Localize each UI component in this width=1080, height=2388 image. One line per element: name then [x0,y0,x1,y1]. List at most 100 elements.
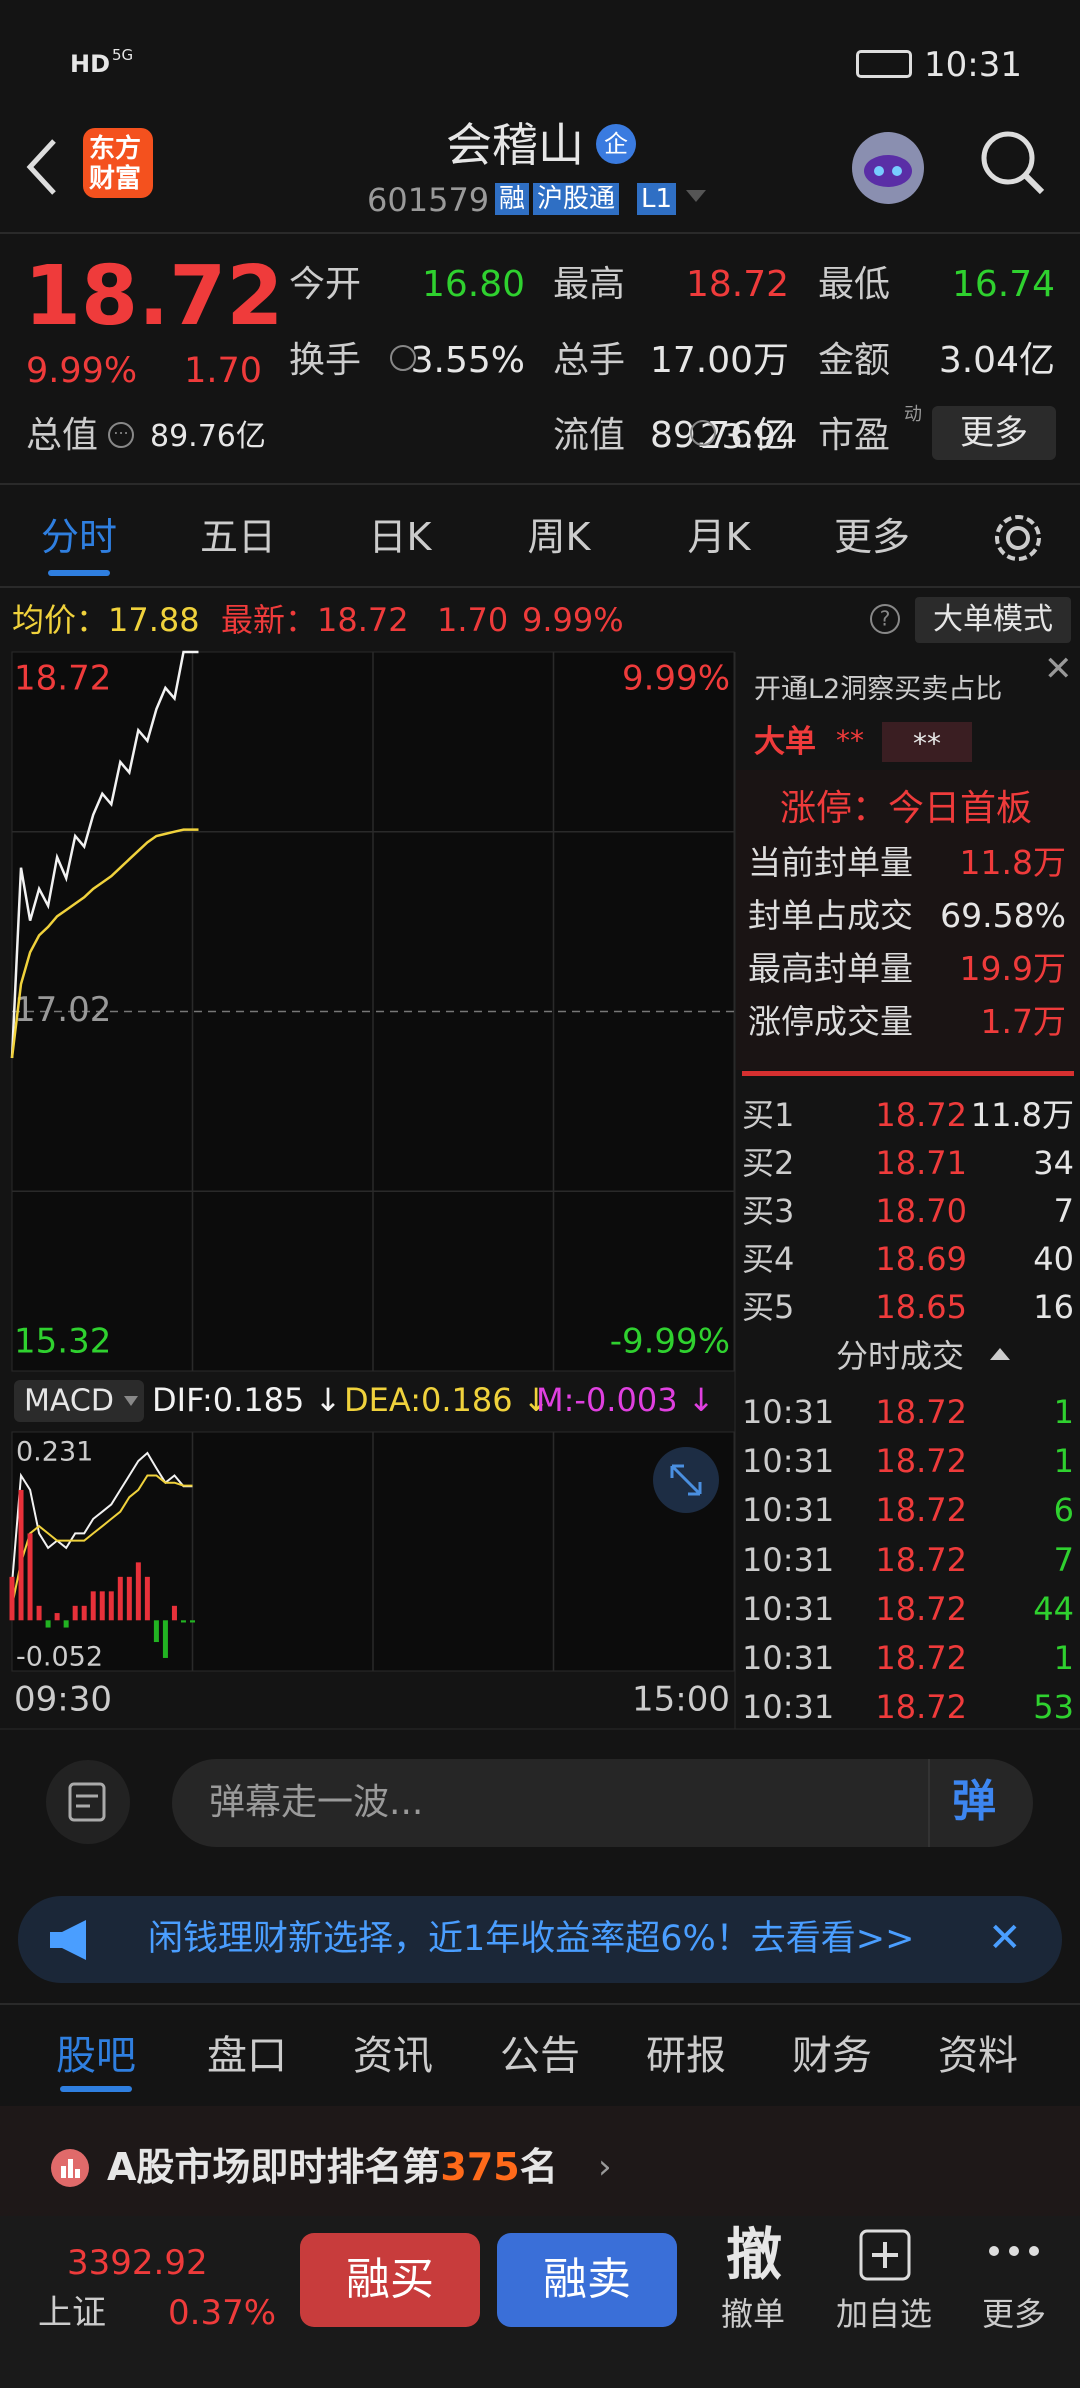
svg-text:?: ? [880,607,891,631]
info-tab[interactable]: 盘口 [207,2033,287,2079]
book-volume: 34 [1033,1144,1074,1182]
divider [0,586,1080,588]
info-tab[interactable]: 股吧 [56,2033,136,2079]
add-watch-icon[interactable] [858,2228,912,2282]
help-icon[interactable]: ? [868,602,902,636]
logo-text: 东方 [89,134,142,164]
app-logo[interactable]: 东方 财富 [83,128,153,198]
last-price: 18.72 [24,249,284,344]
more-button[interactable]: 更多 [932,406,1056,460]
info-tab[interactable]: 资讯 [353,2033,433,2079]
active-tab-indicator [48,570,110,576]
settings-icon[interactable] [990,510,1046,566]
stat-label: 总值 [26,415,99,456]
y-tick-label: 15.32 [14,1322,111,1362]
book-level: 买4 [742,1240,795,1278]
comment-input[interactable] [172,1759,1033,1847]
stat-label: 流值 [553,415,626,456]
stat-label: 最高 [553,264,626,305]
status-time: 10:31 [924,45,1022,85]
info-icon[interactable] [388,343,418,373]
trade-volume: 44 [1033,1589,1074,1628]
stat-value: 18.72 [685,264,789,305]
ranking-row[interactable] [0,2106,1080,2216]
banner[interactable] [18,1896,1062,1983]
book-level: 买3 [742,1192,795,1230]
macd-bar [153,1620,159,1643]
l2-promo[interactable]: 开通L2洞察买卖占比 [754,674,1003,705]
network-label: HD [70,50,111,78]
add-watch-label[interactable]: 加自选 [836,2295,933,2333]
trade-price: 18.72 [875,1491,967,1530]
assistant-avatar[interactable] [845,125,931,211]
expand-icon [670,1464,702,1496]
trade-time: 10:31 [742,1442,835,1481]
limit-panel [736,770,1080,1070]
index-change[interactable]: 0.37% [168,2293,277,2333]
book-level: 买1 [742,1096,795,1134]
divider [0,232,1080,234]
mode-button[interactable]: 大单模式 [915,597,1071,643]
chart-tab[interactable]: 日K [368,515,432,559]
trade-time: 10:31 [742,1540,835,1579]
info-icon[interactable]: ··· [106,420,136,450]
ranking-icon [51,2149,89,2187]
margin-buy-button[interactable]: 融买 [300,2233,480,2327]
y-tick-label: -0.052 [16,1641,103,1672]
close-icon[interactable]: ✕ [1044,649,1073,689]
trades-title[interactable]: 分时成交 [836,1337,965,1375]
avg-value: 17.88 [108,601,200,639]
stat-label: 总手 [553,340,626,381]
cancel-icon[interactable]: 撤 [726,2223,782,2288]
big-order-value: ** [836,724,864,757]
grid [12,652,734,1671]
ranking-rank: 375 [440,2145,520,2189]
more-label[interactable]: 更多 [982,2295,1047,2333]
close-icon[interactable]: ✕ [988,1915,1022,1961]
chart-tab[interactable]: 更多 [833,515,911,559]
stat-value: 23.94 [700,417,798,457]
margin-sell-button[interactable]: 融卖 [497,2233,677,2327]
macd-bar [190,1620,195,1623]
stat-value: 17.00万 [649,340,789,381]
chart-tab[interactable]: 分时 [40,515,118,559]
chart-tab[interactable]: 月K [687,515,751,559]
info-tab[interactable]: 资料 [938,2033,1018,2079]
banner-text[interactable]: 闲钱理财新选择，近1年收益率超6%！去看看>> [148,1919,915,1959]
macd-bar [180,1620,186,1623]
book-price: 18.70 [875,1192,967,1230]
ranking-suffix: 名 [519,2145,558,2189]
info-icon[interactable] [688,418,718,448]
company-badge: 企 [596,124,636,164]
chart-tab[interactable]: 周K [527,515,591,559]
indicator-dropdown[interactable] [14,1380,144,1422]
cancel-label[interactable]: 撤单 [721,2295,786,2333]
tag: 沪股通 [533,183,620,215]
legend-entry: DIF:0.185 ↓ [152,1381,341,1419]
macd-bar [135,1562,141,1621]
index-value[interactable]: 3392.92 [67,2243,208,2283]
back-button[interactable] [20,135,64,199]
book-volume: 7 [1053,1192,1074,1230]
index-name[interactable]: 上证 [38,2293,106,2333]
ranking-text: A股市场即时排名第375名 [107,2148,558,2186]
comment-settings[interactable] [44,1758,132,1846]
dropdown-icon[interactable] [686,190,706,204]
book-level: 买2 [742,1144,795,1182]
indicator-name[interactable]: MACD [24,1384,114,1419]
limit-status: 涨停：今日首板 [780,788,1033,829]
divider [0,483,1080,485]
info-tab[interactable]: 财务 [792,2033,872,2079]
trade-volume: 53 [1033,1688,1074,1727]
info-tab[interactable]: 研报 [646,2033,726,2079]
danmaku-button[interactable]: 弹 [952,1776,996,1827]
search-icon[interactable] [978,128,1048,198]
chart-tab[interactable]: 五日 [199,515,277,559]
info-tab[interactable]: 公告 [500,2033,580,2079]
trade-volume: 1 [1053,1639,1074,1677]
more-icon[interactable] [986,2244,1042,2258]
tag: 融 [495,183,530,215]
divider [0,2003,1080,2005]
stat-sup: 动 [904,404,922,425]
macd-bar [18,1489,24,1621]
